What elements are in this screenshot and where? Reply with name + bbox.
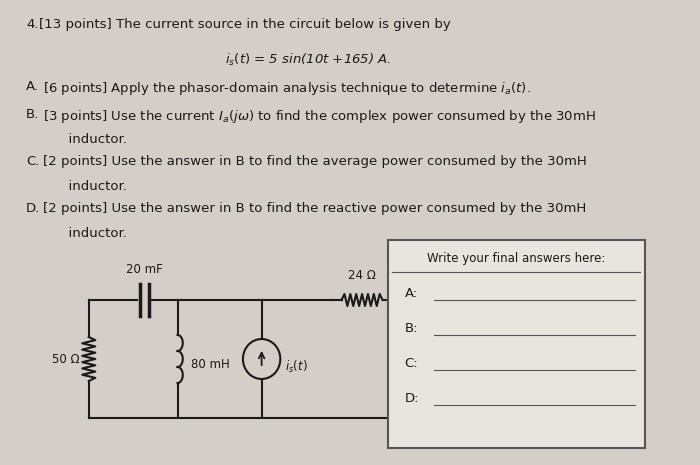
Text: 4.: 4. <box>26 18 38 31</box>
Text: A:: A: <box>405 287 418 300</box>
Bar <box>388 240 645 448</box>
Text: inductor.: inductor. <box>43 227 127 240</box>
Text: inductor.: inductor. <box>43 180 127 193</box>
Text: 30 mH: 30 mH <box>402 358 440 371</box>
Text: C.: C. <box>26 155 39 168</box>
Text: 50 Ω: 50 Ω <box>52 352 79 365</box>
Text: C:: C: <box>405 357 418 370</box>
Text: $i_s(t)$ = 5 sin(10t +165) A.: $i_s(t)$ = 5 sin(10t +165) A. <box>225 52 391 68</box>
Text: inductor.: inductor. <box>43 133 127 146</box>
Text: A.: A. <box>26 80 39 93</box>
Text: [2 points] Use the answer in B to find the average power consumed by the 30mH: [2 points] Use the answer in B to find t… <box>43 155 587 168</box>
Text: [3 points] Use the current $I_a(j\omega)$ to find the complex power consumed by : [3 points] Use the current $I_a(j\omega)… <box>43 108 596 125</box>
Text: Write your final answers here:: Write your final answers here: <box>427 252 606 265</box>
Text: 24 Ω: 24 Ω <box>348 269 376 282</box>
Text: D:: D: <box>405 392 419 405</box>
Text: [6 points] Apply the phasor-domain analysis technique to determine $i_a(t)$.: [6 points] Apply the phasor-domain analy… <box>43 80 531 97</box>
Text: D.: D. <box>26 202 41 215</box>
Text: B:: B: <box>405 322 418 335</box>
Text: 80 mH: 80 mH <box>190 358 230 371</box>
Text: 20 mF: 20 mF <box>127 263 163 276</box>
Text: [13 points] The current source in the circuit below is given by: [13 points] The current source in the ci… <box>39 18 451 31</box>
Text: $i_a(t)$: $i_a(t)$ <box>396 309 419 325</box>
Text: B.: B. <box>26 108 39 121</box>
Text: $i_s(t)$: $i_s(t)$ <box>285 359 308 375</box>
Text: [2 points] Use the answer in B to find the reactive power consumed by the 30mH: [2 points] Use the answer in B to find t… <box>43 202 586 215</box>
